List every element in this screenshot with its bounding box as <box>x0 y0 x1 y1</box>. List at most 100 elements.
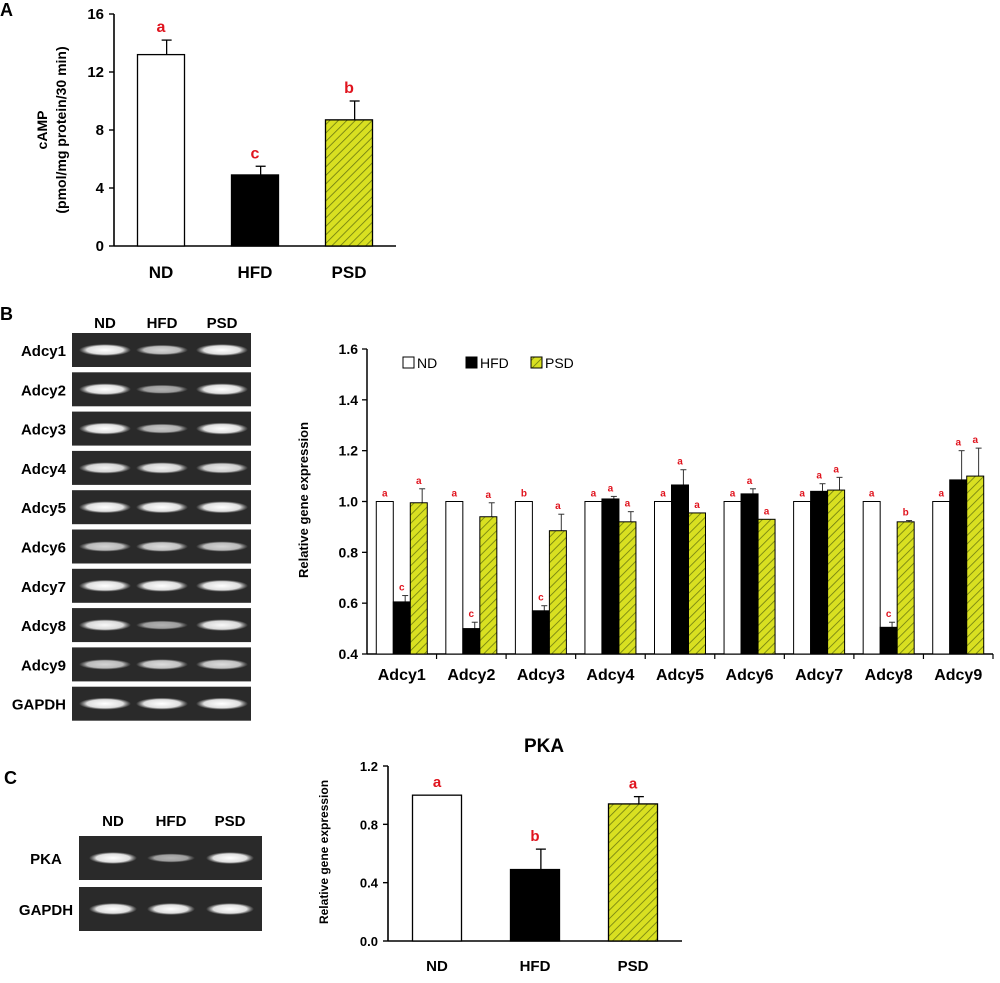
gel-band <box>196 659 248 670</box>
significance-letter: a <box>591 489 597 500</box>
x-category-label: Adcy5 <box>656 667 704 684</box>
significance-letter: c <box>538 593 544 604</box>
bar-adcy8-nd <box>862 501 881 655</box>
y-tick-label: 0.4 <box>339 646 359 662</box>
bar-adcy7-nd <box>793 501 812 655</box>
gel-band <box>196 462 248 474</box>
y-axis-title: cAMP <box>34 111 50 150</box>
gel-row-label: GAPDH <box>12 697 66 714</box>
bar-adcy4-nd <box>584 501 603 655</box>
gel-band <box>136 423 188 434</box>
lane-label: PSD <box>207 315 238 332</box>
significance-letter: a <box>764 506 770 517</box>
bar-adcy8-psd <box>896 521 915 655</box>
significance-letter: b <box>530 828 539 845</box>
significance-letter: a <box>382 489 388 500</box>
gel-row-label: Adcy2 <box>21 382 66 399</box>
gel-band <box>206 903 254 915</box>
gel-panel-c: ND HFD PSD PKA GAPDH <box>19 813 262 931</box>
y-tick-label: 1.6 <box>339 341 359 357</box>
gel-band <box>79 541 131 552</box>
legend-label: PSD <box>545 355 574 371</box>
lane-label: PSD <box>215 813 246 830</box>
x-category-label: HFD <box>520 958 551 975</box>
significance-letter: a <box>486 490 492 501</box>
gel-band <box>196 383 248 396</box>
panel-label-a: A <box>0 0 13 20</box>
significance-letter: a <box>677 457 683 468</box>
gel-band <box>206 852 254 864</box>
panel-label-c: C <box>4 768 17 788</box>
y-tick-label: 0.6 <box>339 595 359 611</box>
significance-letter: a <box>869 489 875 500</box>
legend-label: ND <box>417 355 437 371</box>
bar-psd <box>607 803 659 942</box>
gel-row-label: Adcy3 <box>21 422 66 439</box>
bar-adcy1-hfd <box>392 601 411 655</box>
bar-adcy6-psd <box>757 518 776 655</box>
significance-letter: a <box>452 489 458 500</box>
significance-letter: a <box>816 471 822 482</box>
gel-band <box>79 619 131 631</box>
bar-adcy5-nd <box>654 501 672 655</box>
significance-letter: a <box>608 483 614 494</box>
gel-row-label: Adcy6 <box>21 540 66 557</box>
x-category-label: Adcy1 <box>378 667 426 684</box>
bar-adcy7-psd <box>827 489 846 655</box>
gel-band <box>136 541 188 552</box>
gel-band <box>136 501 188 514</box>
gel-band <box>79 383 131 396</box>
significance-letter: c <box>886 609 892 620</box>
bar-hfd <box>509 868 561 942</box>
significance-letter: a <box>972 435 978 446</box>
significance-letter: b <box>344 80 354 97</box>
y-tick-label: 0.8 <box>360 817 378 832</box>
gel-band <box>79 501 131 514</box>
bar-adcy3-psd <box>548 530 567 655</box>
x-category-label: ND <box>426 958 448 975</box>
significance-letter: a <box>799 489 805 500</box>
gel-row-label: Adcy1 <box>21 343 66 360</box>
y-tick-label: 8 <box>96 122 104 139</box>
bar-adcy1-psd <box>409 502 428 655</box>
significance-letter: a <box>660 489 666 500</box>
bar-adcy3-hfd <box>531 610 550 655</box>
gel-row-label: PKA <box>30 851 62 868</box>
x-category-label: ND <box>149 263 174 282</box>
significance-letter: a <box>694 500 700 511</box>
x-category-label: Adcy2 <box>447 667 495 684</box>
y-tick-label: 1.2 <box>339 443 359 459</box>
x-category-label: HFD <box>238 263 273 282</box>
lane-label: ND <box>102 813 124 830</box>
significance-letter: c <box>399 583 405 594</box>
gel-band <box>196 619 248 631</box>
gel-row-label: Adcy8 <box>21 618 66 635</box>
y-axis-title: Relative gene expression <box>296 422 311 578</box>
gel-band <box>79 422 131 435</box>
y-tick-label: 16 <box>87 6 104 23</box>
gel-row-label: Adcy7 <box>21 579 66 596</box>
gel-band <box>136 462 188 474</box>
y-tick-label: 12 <box>87 64 104 81</box>
significance-letter: a <box>955 438 961 449</box>
gel-row-label: Adcy9 <box>21 657 66 674</box>
y-tick-label: 1.0 <box>339 494 359 510</box>
gel-band <box>136 344 188 356</box>
chart-b-adcy-expression: 0.4 0.6 0.8 1.0 1.2 1.4 1.6 Relative gene expre… <box>296 341 994 684</box>
bar-nd <box>411 794 463 942</box>
gel-row-label: Adcy4 <box>21 461 67 478</box>
gel-panel-b: ND HFD PSD Adcy1 Adcy2 Adcy3 Adcy4 Adcy5 Adcy6 Ad… <box>12 315 251 721</box>
x-category-label: Adcy6 <box>726 667 774 684</box>
y-tick-label: 0.8 <box>339 544 359 560</box>
x-category-label: Adcy3 <box>517 667 565 684</box>
y-tick-label: 0.0 <box>360 934 378 949</box>
gel-band <box>136 579 188 592</box>
gel-band <box>79 697 131 710</box>
x-category-label: Adcy4 <box>586 667 634 684</box>
legend-label: HFD <box>480 355 509 371</box>
x-category-label: PSD <box>332 263 367 282</box>
bar-adcy4-hfd <box>601 498 620 655</box>
x-category-label: PSD <box>618 958 649 975</box>
significance-letter: a <box>555 501 561 512</box>
legend-swatch-nd <box>402 356 415 369</box>
